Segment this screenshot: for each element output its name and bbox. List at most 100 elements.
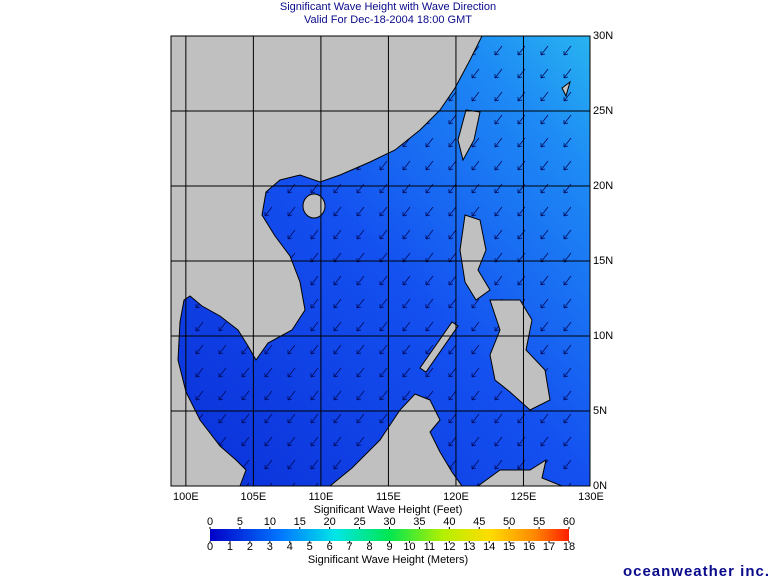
arrow [540, 298, 549, 309]
arrow [425, 321, 434, 332]
feet-tick: 50 [503, 516, 515, 528]
arrow [379, 229, 388, 240]
meters-tick: 12 [443, 541, 455, 553]
lat-label: 20N [593, 180, 613, 192]
feet-tick: 0 [207, 516, 213, 528]
arrow [195, 344, 204, 355]
arrow [563, 137, 572, 148]
arrow [287, 459, 296, 470]
arrow [448, 114, 457, 125]
arrow [494, 390, 503, 401]
arrow [425, 137, 434, 148]
arrow [264, 344, 273, 355]
arrow [333, 436, 342, 447]
arrow [448, 413, 457, 424]
arrow [563, 459, 572, 470]
feet-tick: 15 [294, 516, 306, 528]
arrow [494, 160, 503, 171]
arrow [494, 68, 503, 79]
arrow [494, 114, 503, 125]
lat-label: 0N [593, 480, 607, 492]
arrow [494, 459, 503, 470]
arrow [425, 367, 434, 378]
arrow [292, 482, 296, 486]
feet-tick: 10 [264, 516, 276, 528]
title: Significant Wave Height with Wave Direct… [280, 1, 496, 13]
arrow [310, 321, 319, 332]
meters-tick: 17 [543, 541, 555, 553]
arrow [379, 367, 388, 378]
arrow [471, 68, 480, 79]
lon-label: 115E [376, 491, 401, 503]
meters-tick: 18 [563, 541, 575, 553]
meters-tick: 9 [386, 541, 392, 553]
arrow [379, 390, 388, 401]
arrow [379, 275, 388, 286]
lat-label: 30N [593, 30, 613, 42]
arrow [315, 482, 319, 486]
arrow [287, 229, 296, 240]
arrow [448, 137, 457, 148]
arrow [471, 459, 480, 470]
arrow [448, 275, 457, 286]
feet-tick: 60 [563, 516, 575, 528]
arrow [540, 68, 549, 79]
arrow [218, 413, 227, 424]
arrow [333, 275, 342, 286]
lat-label: 25N [593, 105, 613, 117]
arrow [379, 413, 388, 424]
meters-tick: 10 [403, 541, 415, 553]
arrow [494, 275, 503, 286]
arrow [333, 206, 342, 217]
lat-label: 15N [593, 255, 613, 267]
feet-tick: 55 [533, 516, 545, 528]
borneo [329, 393, 463, 486]
arrow [540, 91, 549, 102]
arrow [356, 229, 365, 240]
taiwan [457, 109, 481, 162]
arrow [269, 482, 273, 486]
arrow [218, 390, 227, 401]
arrow [287, 206, 296, 217]
arrow [287, 344, 296, 355]
arrow [402, 160, 411, 171]
arrow [425, 229, 434, 240]
arrow [333, 344, 342, 355]
arrow [540, 229, 549, 240]
arrow [333, 321, 342, 332]
map [171, 36, 590, 486]
arrow [356, 390, 365, 401]
arrow [333, 367, 342, 378]
meters-tick: 7 [347, 541, 353, 553]
meters-tick: 16 [523, 541, 535, 553]
meters-tick: 2 [247, 541, 253, 553]
arrow [471, 413, 480, 424]
arrow [246, 482, 250, 486]
arrow [471, 298, 480, 309]
arrow [333, 413, 342, 424]
arrow [241, 390, 250, 401]
arrow [195, 321, 204, 332]
arrow [563, 275, 572, 286]
arrow [448, 390, 457, 401]
lon-label: 110E [308, 491, 333, 503]
arrow [333, 390, 342, 401]
arrow [563, 160, 572, 171]
arrow [379, 206, 388, 217]
feet-tick: 20 [324, 516, 336, 528]
arrow [310, 436, 319, 447]
meters-tick: 13 [463, 541, 475, 553]
arrow [563, 91, 572, 102]
arrow [356, 344, 365, 355]
arrow [356, 206, 365, 217]
arrow [563, 344, 572, 355]
arrow [356, 321, 365, 332]
arrow [476, 482, 480, 486]
arrow [448, 344, 457, 355]
arrow [448, 229, 457, 240]
arrow [264, 206, 273, 217]
lon-label: 100E [173, 491, 199, 503]
feet-label: Significant Wave Height (Feet) [314, 504, 463, 516]
arrow [218, 321, 227, 332]
arrow [333, 459, 342, 470]
